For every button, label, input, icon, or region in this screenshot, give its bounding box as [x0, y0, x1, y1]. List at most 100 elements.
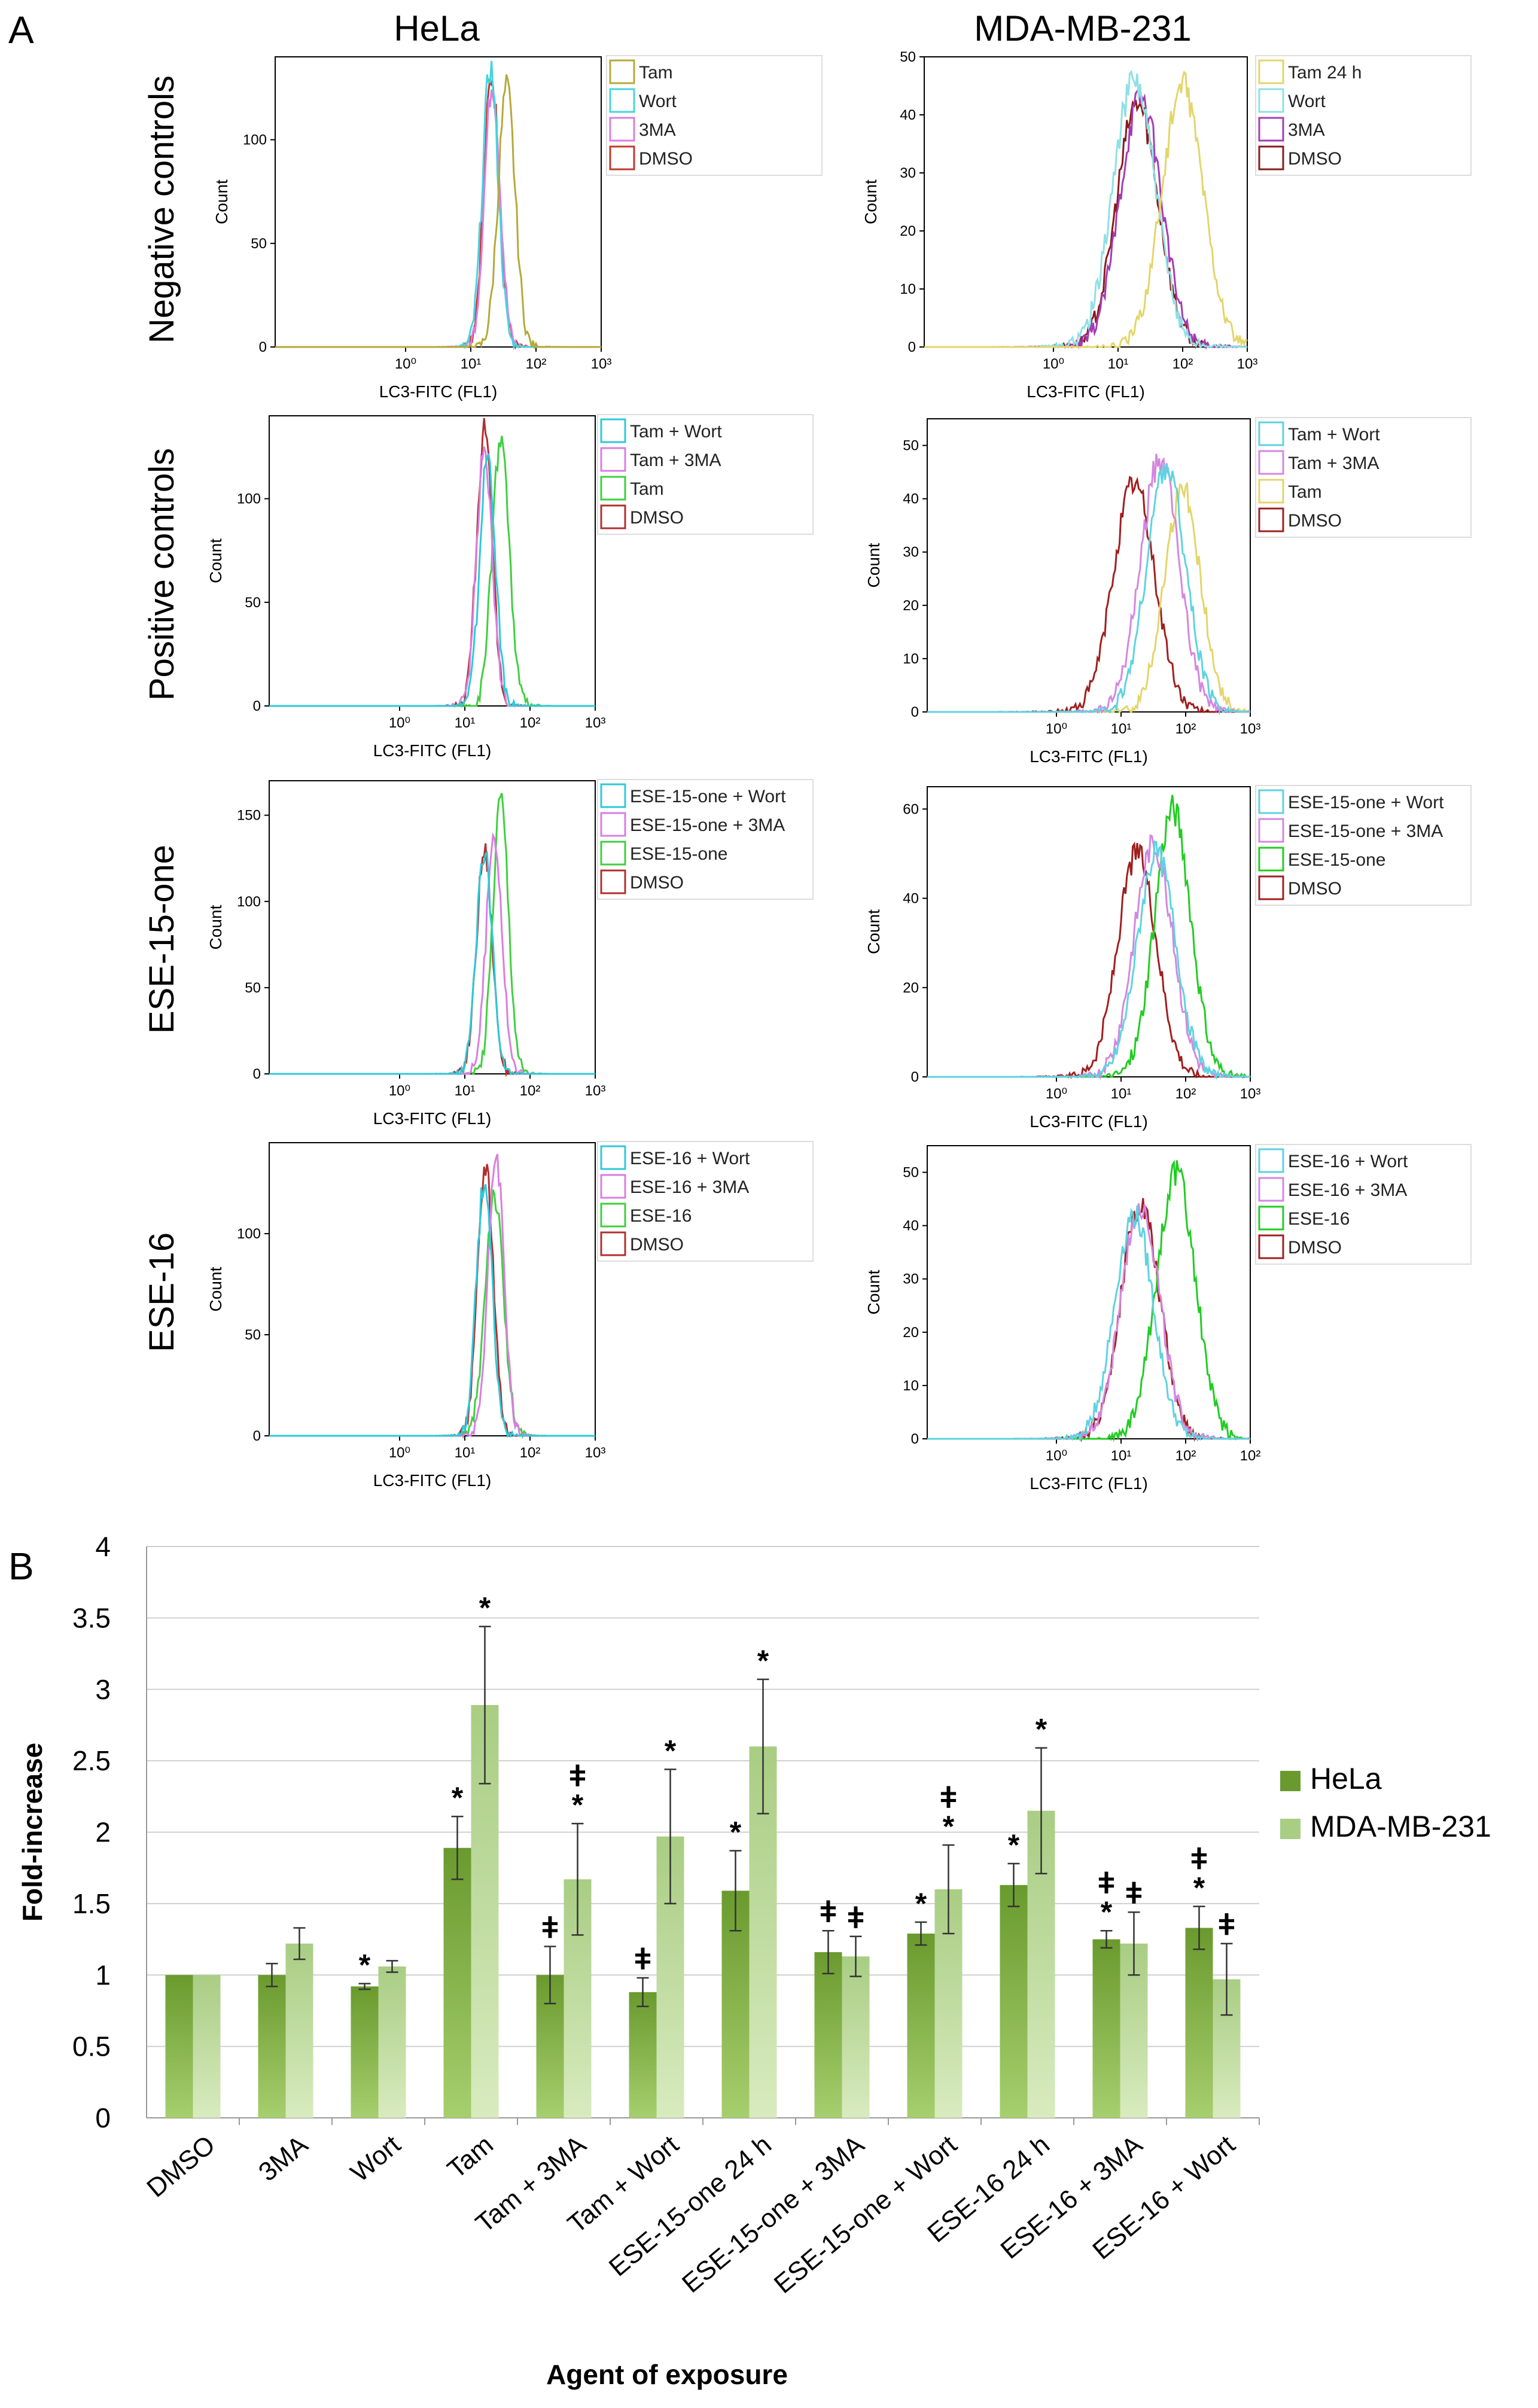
panel-a-label: A [8, 8, 34, 51]
y-axis-label: Count [864, 1270, 883, 1314]
x-tick-label: 10² [520, 715, 541, 731]
legend: Tam + Wort Tam + 3MA Tam DMSO [1255, 417, 1472, 538]
y-axis-label: Count [206, 1267, 225, 1311]
bar-hela [907, 1934, 935, 2118]
legend-swatch [1258, 1205, 1284, 1231]
histogram-hela-ese15: 0 50 100 150 10⁰ 10¹ 10² 10³ LC3-FITC (FL1) Count… [206, 779, 814, 1128]
histogram-mda-negative: 0 10 20 30 40 50 10⁰ 10¹ 10² 10³ LC3-FITC (FL1) Cou… [861, 49, 1472, 401]
y-axis-label: Count [206, 538, 225, 583]
histogram-mda-positive: 0 10 20 30 40 50 10⁰ 10¹ 10² 10³ LC3-FITC (FL1) Cou… [864, 417, 1472, 766]
category-label: DMSO [141, 2130, 221, 2203]
histogram-curve [269, 1184, 595, 1438]
category-label: ESE-15-one 24 h [604, 2130, 777, 2282]
histogram-hela-negative: 0 50 100 10⁰ 10¹ 10² 10³ LC3-FITC (FL1) Count Tam… [212, 55, 823, 401]
y-tick-label: 50 [245, 595, 261, 611]
x-axis-label: LC3-FITC (FL1) [1030, 1474, 1148, 1493]
y-tick-label: 50 [903, 438, 919, 454]
x-tick-label: 10¹ [1111, 1086, 1132, 1102]
legend-entry: DMSO [1288, 879, 1342, 899]
y-tick-label: 0 [911, 1069, 919, 1085]
y-tick-label: 100 [237, 894, 261, 910]
legend-entry: Tam [630, 479, 664, 499]
legend-swatch [600, 504, 626, 529]
plot-frame [275, 56, 602, 348]
y-tick-label: 50 [245, 1327, 261, 1343]
bar-hela [1000, 1885, 1028, 2118]
legend-box [1255, 1144, 1472, 1265]
legend-entry: ESE-15-one + Wort [630, 787, 786, 806]
legend-entry: DMSO [630, 1235, 684, 1255]
y-tick-label: 0 [95, 2102, 111, 2133]
legend-entry: ESE-16 + Wort [630, 1149, 750, 1168]
legend-box [597, 414, 814, 535]
y-tick-label: 20 [903, 980, 919, 996]
significance-marker: ǂ [569, 1759, 586, 1793]
significance-marker: * [1036, 1713, 1047, 1746]
legend-swatch [609, 88, 635, 113]
y-tick-label: 20 [900, 223, 916, 239]
y-tick-label: 0 [253, 1428, 261, 1444]
y-tick-label: 60 [903, 801, 919, 817]
legend-swatch [1258, 88, 1284, 113]
y-tick-label: 3 [95, 1674, 111, 1705]
y-tick-label: 10 [903, 651, 919, 667]
bar-hela [165, 1975, 193, 2118]
y-axis-label: Count [864, 543, 883, 587]
y-tick-label: 20 [903, 1325, 919, 1341]
bar-hela [1092, 1939, 1120, 2118]
legend-swatch [1258, 818, 1284, 843]
plot-frame [269, 1142, 596, 1436]
legend-entry: Tam + 3MA [630, 450, 721, 470]
legend-swatch [600, 418, 626, 443]
y-tick-label: 100 [237, 1226, 261, 1242]
plot-frame [927, 1145, 1251, 1439]
legend-entry: ESE-16 [1288, 1209, 1350, 1229]
histogram-curve [927, 463, 1250, 714]
legend-swatch [1258, 789, 1284, 814]
legend-swatch [1280, 1819, 1301, 1839]
y-tick-label: 0.5 [72, 2031, 111, 2062]
legend: ESE-16 + Wort ESE-16 + 3MA ESE-16 DMSO [597, 1141, 814, 1262]
significance-marker: ǂ [940, 1781, 957, 1815]
x-tick-label: 10¹ [461, 356, 482, 372]
legend-entry: Tam [1288, 482, 1322, 502]
x-tick-label: 10¹ [455, 1083, 476, 1099]
legend-swatch [600, 812, 626, 837]
x-tick-label: 10⁰ [1046, 1448, 1067, 1464]
legend: Tam Wort 3MA DMSO [606, 55, 823, 176]
x-axis-label: LC3-FITC (FL1) [373, 1109, 492, 1128]
x-tick-label: 10⁰ [1043, 356, 1064, 372]
legend-entry: HeLa [1310, 1762, 1382, 1795]
x-tick-label: 10² [1172, 356, 1193, 372]
legend-swatch [1258, 117, 1284, 142]
significance-marker: * [1008, 1828, 1020, 1862]
y-tick-label: 100 [237, 491, 261, 507]
histogram-hela-positive: 0 50 100 10⁰ 10¹ 10² 10³ LC3-FITC (FL1) Count Tam… [206, 414, 814, 760]
x-tick-label: 10³ [585, 1083, 606, 1099]
y-tick-label: 50 [900, 49, 916, 65]
x-tick-label: 10¹ [1108, 356, 1129, 372]
y-tick-label: 1 [95, 1959, 111, 1990]
legend-swatch [1280, 1771, 1301, 1791]
legend-entry: ESE-15-one [630, 844, 727, 864]
significance-marker: * [730, 1816, 742, 1849]
y-tick-label: 50 [251, 236, 267, 252]
histogram-curve [269, 453, 595, 708]
x-tick-label: 10³ [591, 356, 612, 372]
legend-swatch [600, 447, 626, 472]
x-axis-label: Agent of exposure [546, 2359, 788, 2390]
x-axis-label: LC3-FITC (FL1) [1030, 747, 1148, 766]
x-tick-label: 10¹ [455, 715, 476, 731]
category-label: Tam [442, 2130, 499, 2184]
legend-entry: ESE-15-one + Wort [1288, 793, 1444, 812]
row-title-ese15: ESE-15-one [142, 845, 181, 1034]
legend-box [597, 1141, 814, 1262]
category-label: Wort [345, 2130, 406, 2188]
bar-mda [842, 1956, 870, 2118]
row-title-negative: Negative controls [142, 75, 181, 343]
legend-swatch [1258, 421, 1284, 446]
y-tick-label: 40 [903, 491, 919, 507]
legend-swatch [1258, 450, 1284, 475]
x-tick-label: 10² [1240, 1448, 1261, 1464]
histogram-curve [269, 851, 595, 1076]
